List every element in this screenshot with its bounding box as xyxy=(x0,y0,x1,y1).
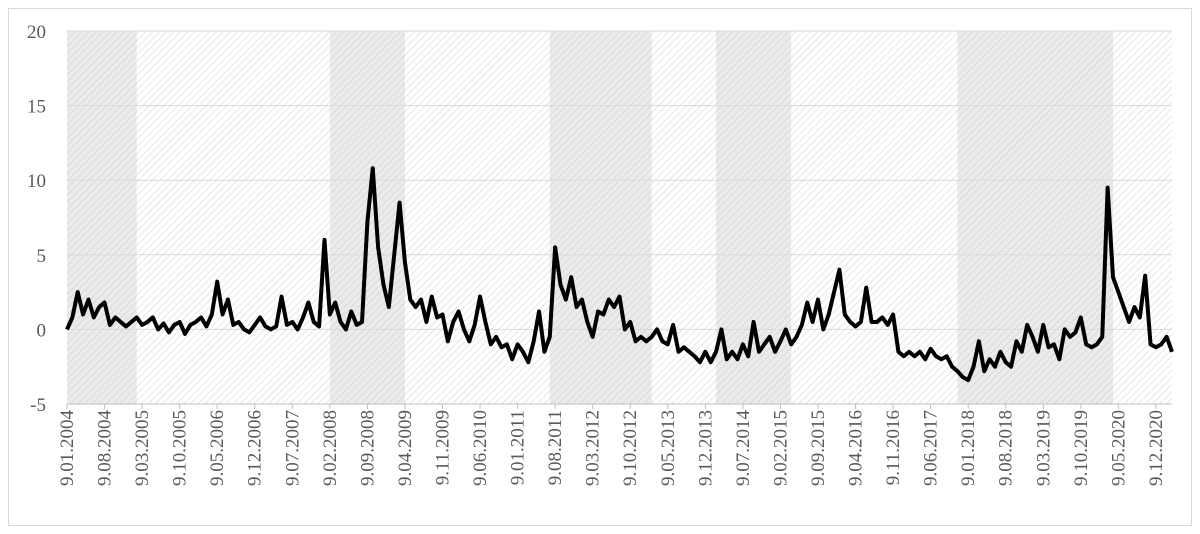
x-tick-label: 9.05.2013 xyxy=(658,410,679,486)
x-tick-label: 9.05.2020 xyxy=(1108,410,1129,486)
x-tick-label: 9.01.2018 xyxy=(958,410,979,486)
x-tick-label: 9.10.2012 xyxy=(620,410,641,486)
y-tick-label: 0 xyxy=(37,320,47,341)
x-tick-label: 9.01.2004 xyxy=(57,410,78,487)
x-tick-label: 9.10.2019 xyxy=(1071,410,1092,486)
y-tick-label: 5 xyxy=(37,246,47,267)
y-tick-label: 10 xyxy=(27,171,46,192)
x-tick-label: 9.08.2011 xyxy=(545,410,566,485)
bands xyxy=(67,31,1113,404)
x-tick-label: 9.09.2008 xyxy=(357,410,378,486)
labels: -5 0 5 10 15 20 9.01.2004 9.08.2004 9.03.2005 9.1… xyxy=(27,22,1167,486)
shaded-band xyxy=(67,31,137,404)
x-tick-label: 9.09.2015 xyxy=(808,410,829,486)
x-tick-label: 9.03.2005 xyxy=(132,410,153,486)
y-tick-label: 15 xyxy=(27,97,46,118)
grid xyxy=(66,30,1172,409)
shaded-band xyxy=(549,31,652,404)
x-tick-label: 9.05.2006 xyxy=(207,410,228,486)
x-tick-label: 9.01.2011 xyxy=(508,410,529,485)
x-tick-label: 9.07.2007 xyxy=(282,410,303,486)
data-line xyxy=(65,166,1174,383)
x-tick-label: 9.04.2016 xyxy=(846,410,867,486)
x-tick-label: 9.06.2017 xyxy=(921,410,942,486)
x-tick-label: 9.08.2004 xyxy=(95,410,116,487)
x-tick-label: 9.11.2009 xyxy=(432,410,453,485)
x-tick-label: 9.04.2009 xyxy=(395,410,416,486)
x-tick-label: 9.02.2008 xyxy=(320,410,341,486)
x-tick-label: 9.02.2015 xyxy=(770,410,791,486)
x-tick-label: 9.11.2016 xyxy=(883,410,904,485)
shaded-band xyxy=(716,31,792,404)
x-tick-label: 9.03.2019 xyxy=(1033,410,1054,486)
x-tick-label: 9.12.2006 xyxy=(245,410,266,486)
y-tick-label: -5 xyxy=(30,395,46,416)
y-tick-label: 20 xyxy=(27,22,46,43)
x-tick-label: 9.12.2013 xyxy=(695,410,716,486)
x-tick-label: 9.12.2020 xyxy=(1146,410,1167,486)
x-tick-label: 9.08.2018 xyxy=(996,410,1017,486)
x-tick-label: 9.06.2010 xyxy=(470,410,491,486)
x-tick-label: 9.10.2005 xyxy=(170,410,191,486)
x-tick-label: 9.07.2014 xyxy=(733,410,754,487)
marks xyxy=(65,166,1174,383)
x-tick-label: 9.03.2012 xyxy=(583,410,604,486)
